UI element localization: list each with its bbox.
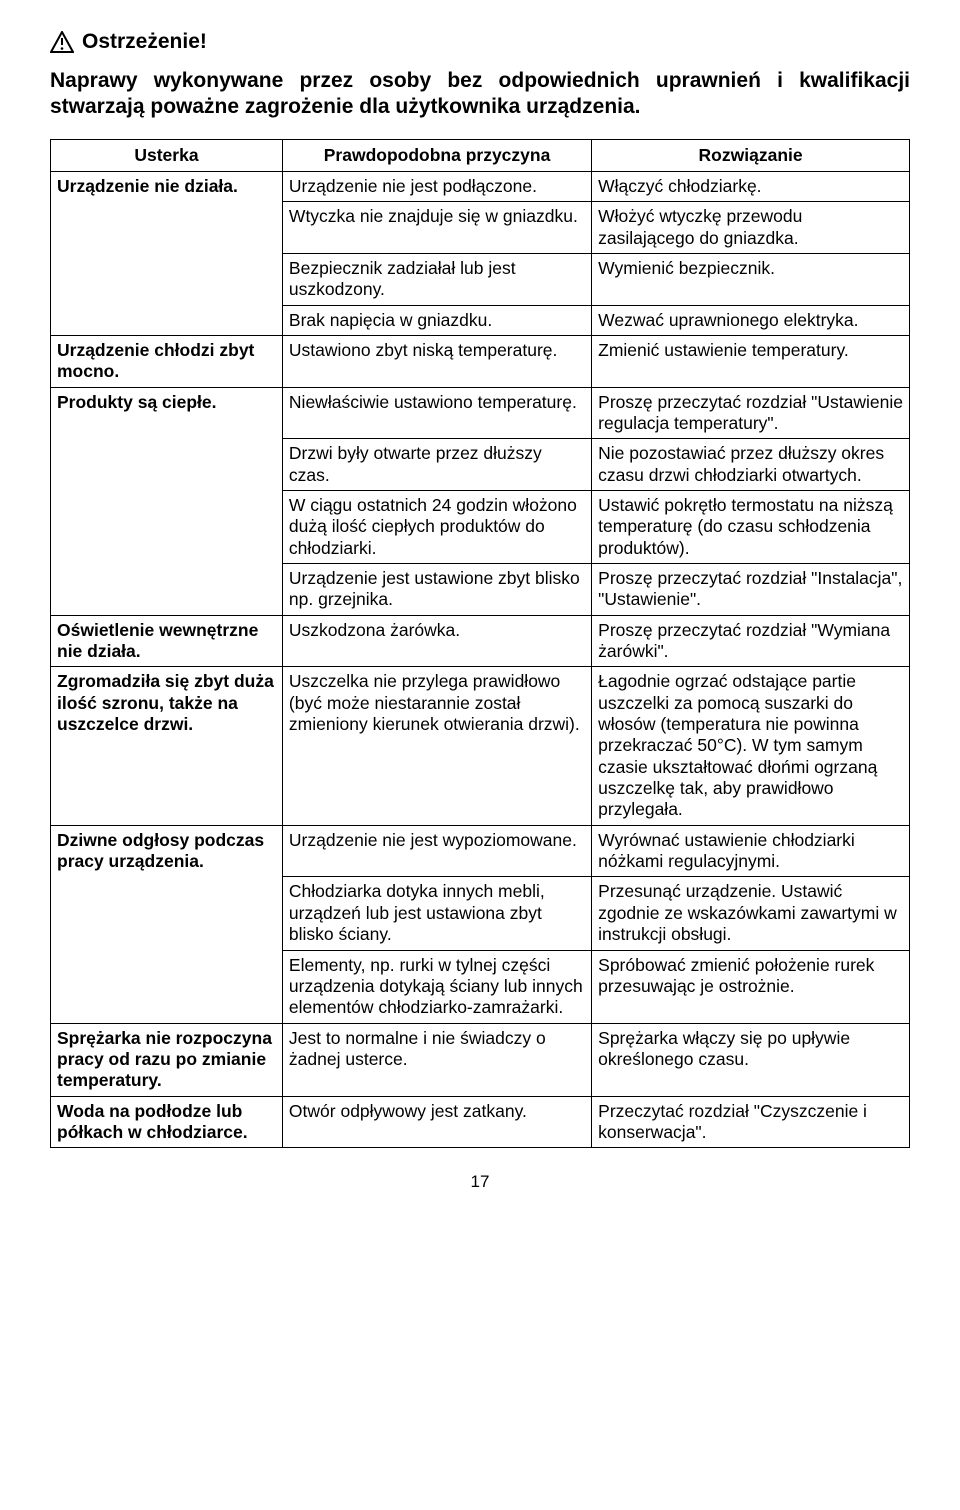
cause-cell: W ciągu ostatnich 24 godzin włożono dużą… [282,490,591,563]
fault-cell: Sprężarka nie rozpoczyna pracy od razu p… [51,1023,283,1096]
solution-cell: Spróbować zmienić położenie rurek przesu… [592,950,910,1023]
cause-cell: Elementy, np. rurki w tylnej części urzą… [282,950,591,1023]
cause-cell: Otwór odpływowy jest zatkany. [282,1096,591,1148]
solution-cell: Proszę przeczytać rozdział "Instalacja",… [592,564,910,616]
header-cause: Prawdopodobna przyczyna [282,139,591,171]
solution-cell: Łagodnie ogrzać odstające partie uszczel… [592,667,910,825]
cause-cell: Chłodziarka dotyka innych mebli, urządze… [282,877,591,950]
cause-cell: Ustawiono zbyt niską temperaturę. [282,335,591,387]
solution-cell: Sprężarka włączy się po upływie określon… [592,1023,910,1096]
table-row: Dziwne odgłosy podczas pracy urządzenia.… [51,825,910,877]
solution-cell: Wymienić bezpiecznik. [592,253,910,305]
warning-icon [50,31,74,53]
table-row: Zgromadziła się zbyt duża ilość szronu, … [51,667,910,825]
cause-cell: Wtyczka nie znajduje się w gniazdku. [282,202,591,254]
cause-cell: Niewłaściwie ustawiono temperaturę. [282,387,591,439]
troubleshooting-table: Usterka Prawdopodobna przyczyna Rozwiąza… [50,139,910,1149]
table-row: Sprężarka nie rozpoczyna pracy od razu p… [51,1023,910,1096]
fault-cell: Dziwne odgłosy podczas pracy urządzenia. [51,825,283,1023]
solution-cell: Nie pozostawiać przez dłuższy okres czas… [592,439,910,491]
cause-cell: Uszkodzona żarówka. [282,615,591,667]
solution-cell: Wezwać uprawnionego elektryka. [592,305,910,335]
fault-cell: Oświetlenie wewnętrzne nie działa. [51,615,283,667]
table-row: Woda na podłodze lub półkach w chłodziar… [51,1096,910,1148]
cause-cell: Uszczelka nie przylega prawidłowo (być m… [282,667,591,825]
fault-cell: Urządzenie chłodzi zbyt mocno. [51,335,283,387]
fault-cell: Woda na podłodze lub półkach w chłodziar… [51,1096,283,1148]
warning-header: Ostrzeżenie! [50,30,910,54]
page-number: 17 [50,1172,910,1192]
table-row: Urządzenie nie działa.Urządzenie nie jes… [51,171,910,201]
cause-cell: Brak napięcia w gniazdku. [282,305,591,335]
fault-cell: Produkty są ciepłe. [51,387,283,615]
solution-cell: Włączyć chłodziarkę. [592,171,910,201]
cause-cell: Drzwi były otwarte przez dłuższy czas. [282,439,591,491]
cause-cell: Urządzenie jest ustawione zbyt blisko np… [282,564,591,616]
solution-cell: Przeczytać rozdział "Czyszczenie i konse… [592,1096,910,1148]
solution-cell: Wyrównać ustawienie chłodziarki nóżkami … [592,825,910,877]
fault-cell: Zgromadziła się zbyt duża ilość szronu, … [51,667,283,825]
table-row: Oświetlenie wewnętrzne nie działa.Uszkod… [51,615,910,667]
solution-cell: Proszę przeczytać rozdział "Wymiana żaró… [592,615,910,667]
solution-cell: Przesunąć urządzenie. Ustawić zgodnie ze… [592,877,910,950]
table-body: Urządzenie nie działa.Urządzenie nie jes… [51,171,910,1147]
cause-cell: Urządzenie nie jest wypoziomowane. [282,825,591,877]
fault-cell: Urządzenie nie działa. [51,171,283,335]
header-fault: Usterka [51,139,283,171]
cause-cell: Bezpiecznik zadziałał lub jest uszkodzon… [282,253,591,305]
cause-cell: Urządzenie nie jest podłączone. [282,171,591,201]
solution-cell: Proszę przeczytać rozdział "Ustawienie r… [592,387,910,439]
header-solution: Rozwiązanie [592,139,910,171]
cause-cell: Jest to normalne i nie świadczy o żadnej… [282,1023,591,1096]
table-row: Urządzenie chłodzi zbyt mocno.Ustawiono … [51,335,910,387]
warning-title: Ostrzeżenie! [82,30,207,54]
solution-cell: Zmienić ustawienie temperatury. [592,335,910,387]
warning-text: Naprawy wykonywane przez osoby bez odpow… [50,68,910,121]
solution-cell: Ustawić pokrętło termostatu na niższą te… [592,490,910,563]
table-row: Produkty są ciepłe.Niewłaściwie ustawion… [51,387,910,439]
solution-cell: Włożyć wtyczkę przewodu zasilającego do … [592,202,910,254]
